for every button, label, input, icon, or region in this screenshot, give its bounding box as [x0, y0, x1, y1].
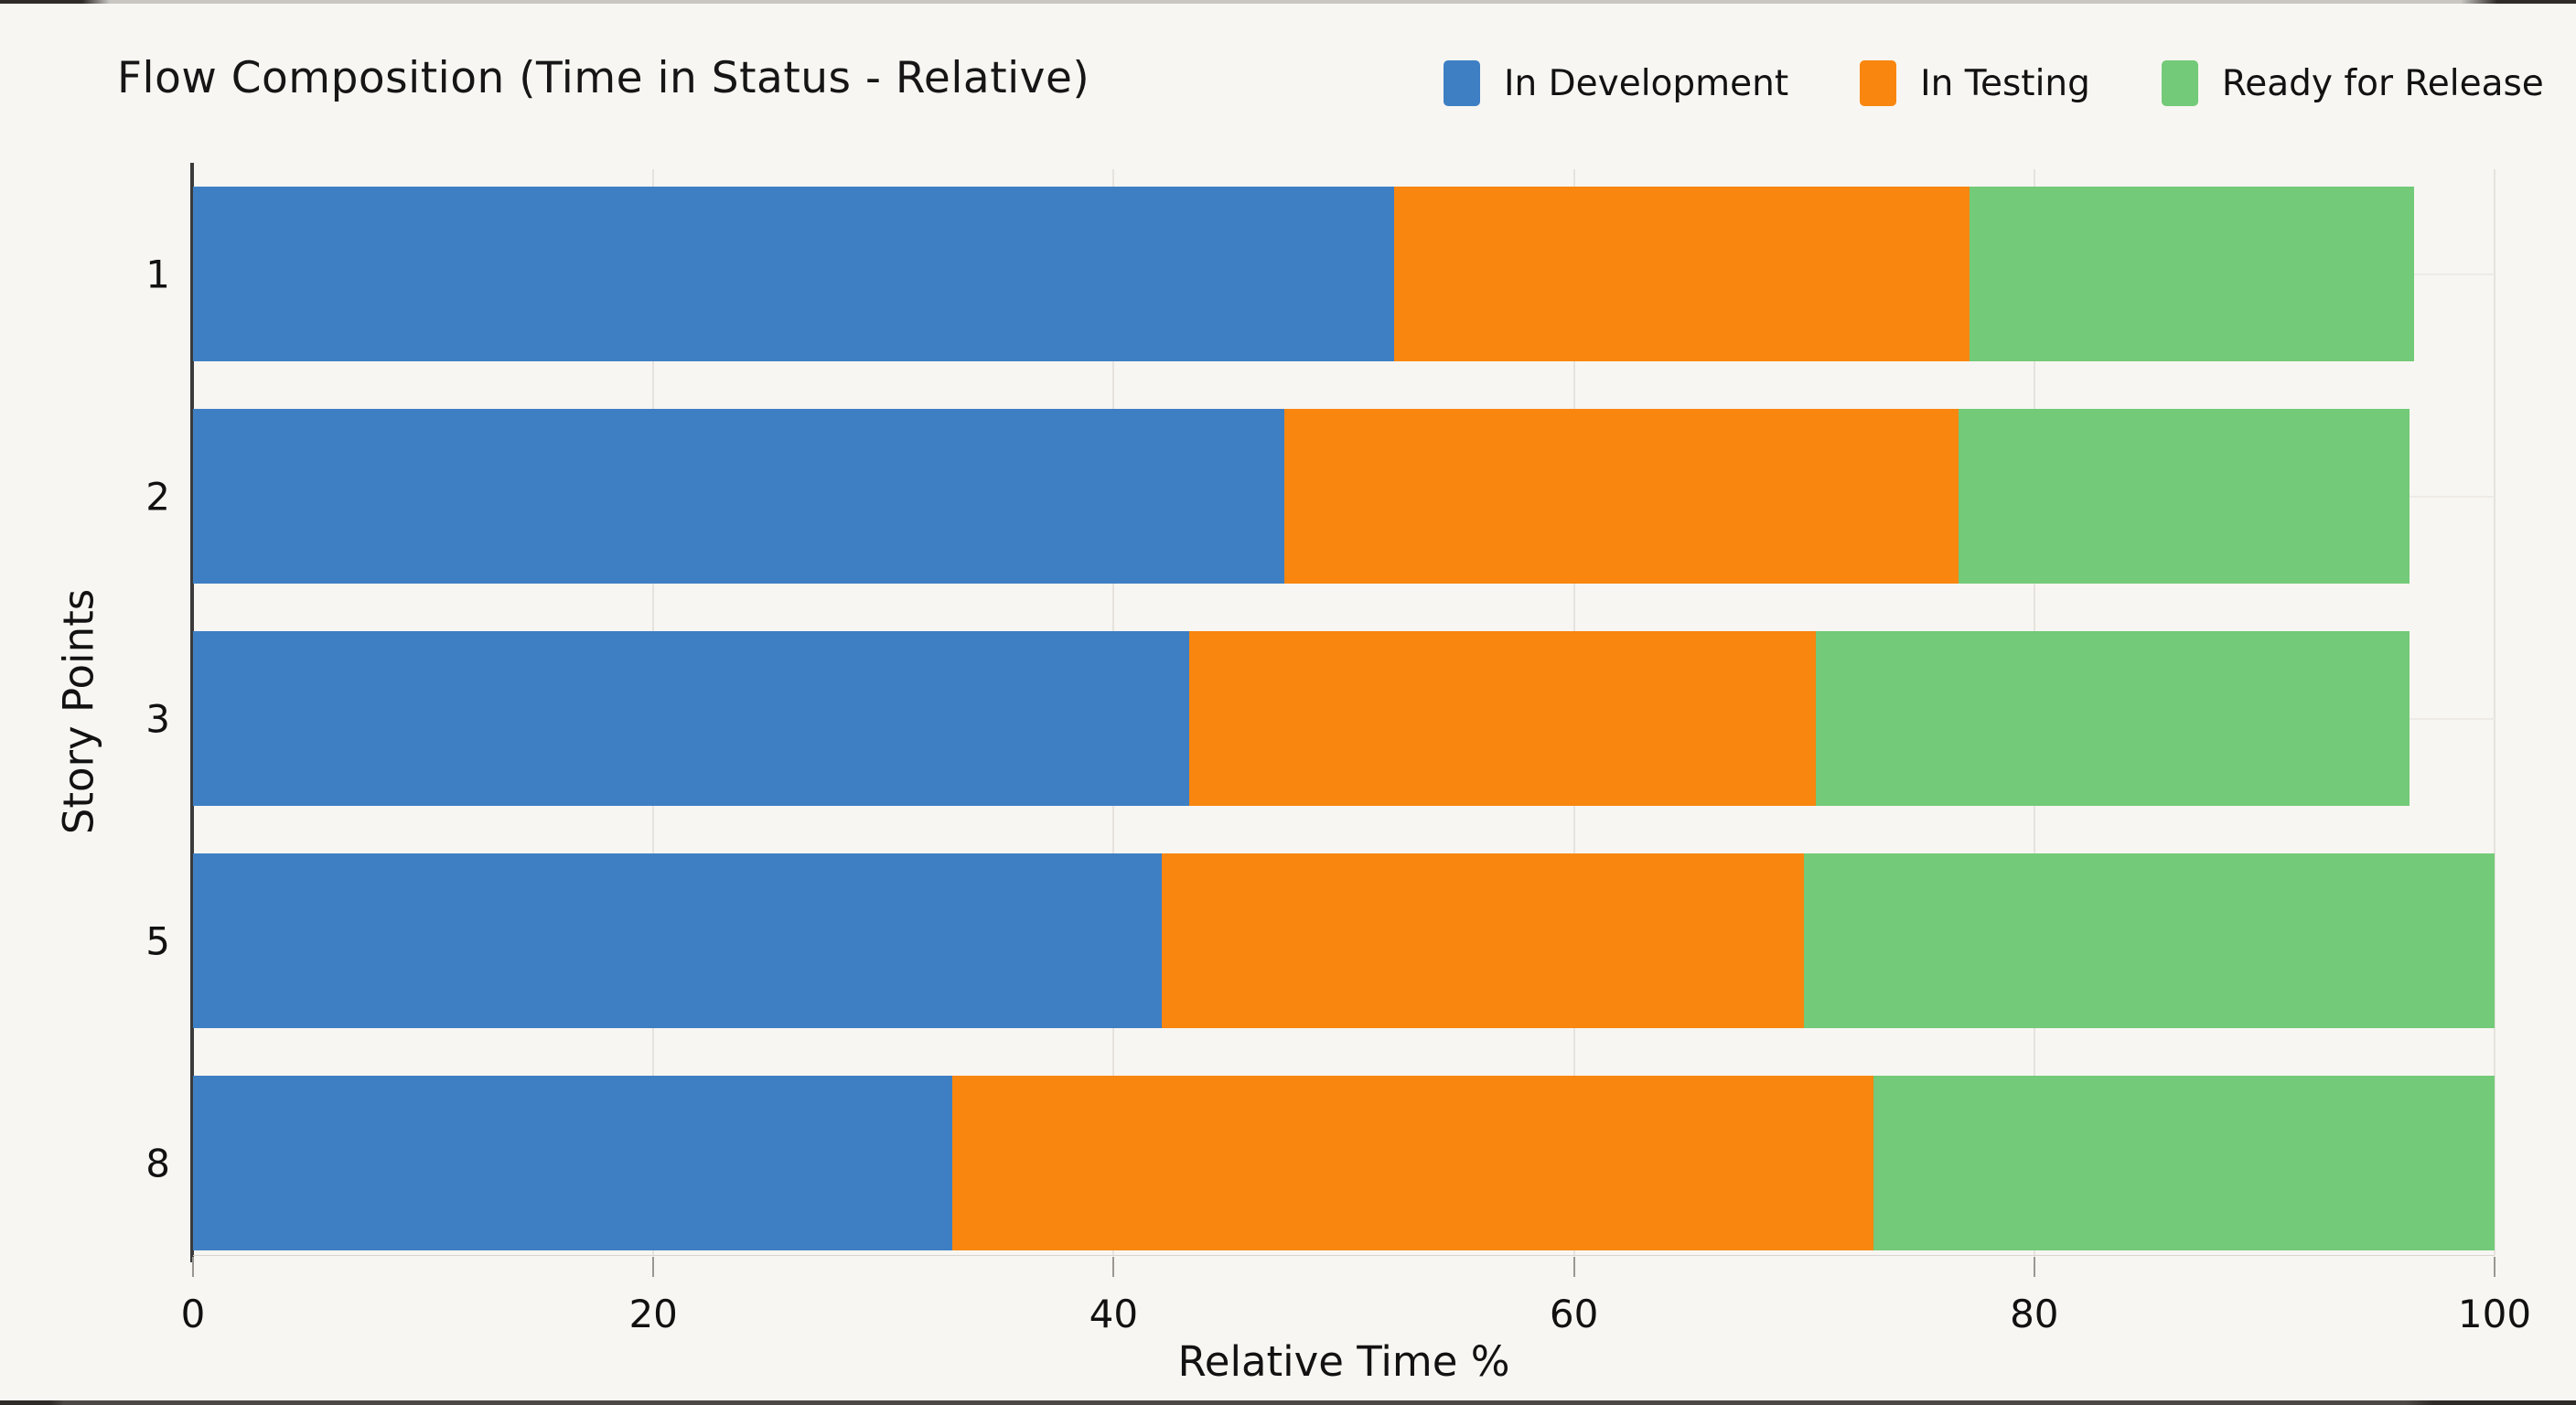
bar-segment-ready-for-release-sp2: [1958, 409, 2410, 584]
bar-segment-in-testing-sp1: [1394, 187, 1970, 361]
x-axis-baseline: [193, 1255, 2495, 1256]
x-tick-mark-80: [2033, 1257, 2035, 1277]
chart-legend: In Development In Testing Ready for Releas…: [1444, 60, 2544, 106]
legend-item-in-testing[interactable]: In Testing: [1860, 60, 2090, 106]
bar-segment-in-testing-sp3: [1189, 631, 1816, 806]
bar-row-8: [193, 1076, 2495, 1250]
bar-segment-in-development-sp8: [193, 1076, 953, 1250]
bar-segment-in-development-sp5: [193, 853, 1163, 1028]
bar-segment-in-development-sp2: [193, 409, 1284, 584]
bar-segment-in-testing-sp5: [1162, 853, 1805, 1028]
bar-row-2: [193, 409, 2495, 584]
chart-title: Flow Composition (Time in Status - Relat…: [117, 53, 1090, 103]
y-tick-label-2: 2: [145, 474, 170, 519]
y-tick-label-3: 3: [145, 696, 170, 741]
legend-swatch-ready-for-release: [2161, 60, 2198, 106]
legend-label-in-development: In Development: [1504, 62, 1789, 104]
bar-row-3: [193, 631, 2495, 806]
bar-segment-ready-for-release-sp5: [1804, 853, 2495, 1028]
x-tick-mark-100: [2494, 1257, 2496, 1277]
x-tick-mark-0: [192, 1257, 194, 1277]
y-tick-label-1: 1: [145, 252, 170, 296]
top-edge-line: [0, 0, 2576, 4]
x-tick-label-0: 0: [180, 1292, 206, 1336]
bar-segment-in-testing-sp8: [952, 1076, 1873, 1250]
bar-segment-ready-for-release-sp3: [1815, 631, 2410, 806]
y-axis-spine: [190, 163, 194, 1262]
x-axis-title: Relative Time %: [1177, 1337, 1510, 1386]
legend-item-ready-for-release[interactable]: Ready for Release: [2161, 60, 2544, 106]
bar-segment-in-testing-sp2: [1283, 409, 1959, 584]
x-tick-label-60: 60: [1549, 1292, 1599, 1336]
x-tick-label-20: 20: [628, 1292, 678, 1336]
bar-row-1: [193, 187, 2495, 361]
x-tick-mark-40: [1112, 1257, 1115, 1277]
x-tick-mark-60: [1572, 1257, 1575, 1277]
y-axis-title: Story Points: [54, 588, 103, 835]
bar-segment-in-development-sp1: [193, 187, 1395, 361]
x-tick-mark-20: [652, 1257, 655, 1277]
x-tick-label-100: 100: [2457, 1292, 2532, 1336]
legend-item-in-development[interactable]: In Development: [1444, 60, 1788, 106]
plot-area: [193, 169, 2496, 1255]
bottom-edge-line: [0, 1400, 2576, 1405]
legend-label-ready-for-release: Ready for Release: [2221, 62, 2544, 104]
gridline-x-100: [2494, 169, 2496, 1255]
y-tick-label-5: 5: [145, 918, 170, 963]
legend-swatch-in-development: [1444, 60, 1480, 106]
bar-segment-ready-for-release-sp1: [1970, 187, 2414, 361]
y-tick-label-8: 8: [145, 1141, 170, 1185]
bar-segment-ready-for-release-sp8: [1873, 1076, 2495, 1250]
bar-segment-in-development-sp3: [193, 631, 1190, 806]
bar-row-5: [193, 853, 2495, 1028]
legend-label-in-testing: In Testing: [1920, 62, 2090, 104]
x-tick-label-40: 40: [1089, 1292, 1139, 1336]
legend-swatch-in-testing: [1860, 60, 1897, 106]
x-tick-label-80: 80: [2010, 1292, 2059, 1336]
